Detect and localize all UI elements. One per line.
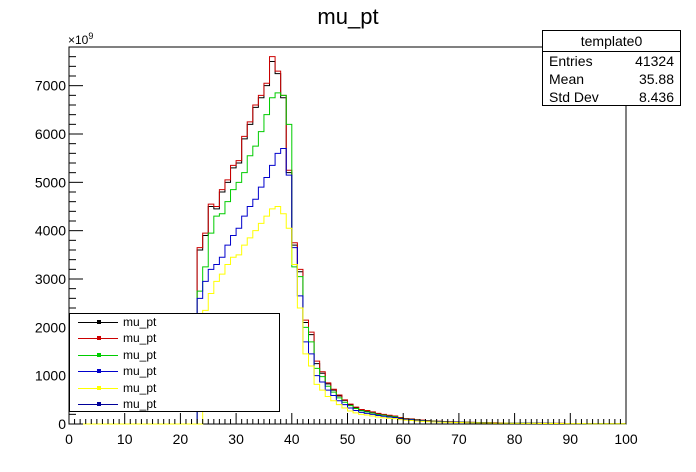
- y-tick-label: 5000: [35, 174, 66, 190]
- y-tick-label: 4000: [35, 223, 66, 239]
- legend-entry: mu_pt: [70, 330, 279, 346]
- y-tick-label: 7000: [35, 78, 66, 94]
- x-tick-label: 100: [614, 431, 638, 447]
- stats-row-entries: Entries 41324: [543, 52, 680, 70]
- stats-label: Entries: [549, 53, 593, 69]
- x-tick-label: 90: [563, 431, 579, 447]
- y-exponent-label: ×109: [68, 31, 93, 47]
- stats-value: 35.88: [638, 71, 674, 87]
- x-tick-label: 0: [65, 431, 73, 447]
- legend-marker-swatch: [97, 352, 101, 357]
- legend-marker-swatch: [97, 401, 101, 406]
- y-tick-label: 6000: [35, 126, 66, 142]
- legend-label: mu_pt: [123, 380, 157, 395]
- x-tick-label: 80: [507, 431, 523, 447]
- legend-marker-swatch: [97, 320, 101, 324]
- y-tick-label: 2000: [35, 319, 66, 335]
- stats-box: template0 Entries 41324 Mean 35.88 Std D…: [542, 30, 681, 106]
- x-tick-label: 70: [451, 431, 467, 447]
- legend-marker-swatch: [97, 369, 101, 374]
- legend-label: mu_pt: [123, 347, 157, 362]
- legend-label: mu_pt: [123, 331, 157, 346]
- x-tick-label: 50: [340, 431, 356, 447]
- x-tick-label: 10: [117, 431, 133, 447]
- stats-row-std-dev: Std Dev 8.436: [543, 88, 680, 106]
- x-tick-label: 40: [284, 431, 300, 447]
- y-tick-label: 0: [58, 416, 66, 432]
- legend: mu_pt mu_pt mu_pt mu_pt mu_pt mu_pt: [69, 313, 280, 412]
- stats-row-mean: Mean 35.88: [543, 70, 680, 88]
- axis-layer: 0 10 20 30 40 50 60 70 80 90 100010002000300040005…: [35, 46, 638, 447]
- legend-label: mu_pt: [123, 396, 157, 411]
- legend-entry: mu_pt: [70, 363, 279, 379]
- legend-entry: mu_pt: [70, 396, 279, 412]
- legend-entry: mu_pt: [70, 380, 279, 396]
- stats-label: Mean: [549, 71, 585, 87]
- stats-value: 41324: [635, 53, 674, 69]
- y-tick-label: 3000: [35, 271, 66, 287]
- stats-value: 8.436: [638, 89, 674, 105]
- stats-label: Std Dev: [549, 89, 599, 105]
- legend-label: mu_pt: [123, 364, 157, 379]
- legend-marker-swatch: [97, 336, 101, 341]
- chart-title: mu_pt: [317, 4, 379, 29]
- legend-label: mu_pt: [123, 315, 157, 329]
- stats-title: template0: [543, 31, 680, 52]
- legend-marker-swatch: [97, 385, 101, 390]
- y-tick-label: 1000: [35, 368, 66, 384]
- legend-entry: mu_pt: [70, 314, 279, 330]
- x-tick-label: 20: [173, 431, 189, 447]
- legend-entry: mu_pt: [70, 347, 279, 363]
- x-tick-label: 60: [395, 431, 411, 447]
- x-tick-label: 30: [228, 431, 244, 447]
